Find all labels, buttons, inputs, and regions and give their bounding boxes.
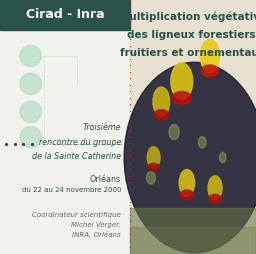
Ellipse shape (209, 194, 221, 203)
Circle shape (20, 126, 41, 148)
Ellipse shape (179, 170, 195, 196)
Ellipse shape (201, 65, 219, 76)
Text: Troisième: Troisième (83, 123, 121, 132)
Ellipse shape (200, 39, 219, 72)
Ellipse shape (147, 147, 160, 168)
Ellipse shape (180, 190, 194, 200)
Text: Orléans: Orléans (90, 174, 121, 184)
Text: Coordinateur scientifique: Coordinateur scientifique (32, 212, 121, 218)
Ellipse shape (219, 152, 226, 163)
Text: Multiplication végétative: Multiplication végétative (119, 11, 256, 22)
Text: fruitiers et ornementaux: fruitiers et ornementaux (120, 48, 256, 58)
Ellipse shape (153, 87, 169, 116)
Circle shape (20, 73, 41, 94)
Ellipse shape (169, 124, 179, 140)
Ellipse shape (154, 110, 169, 120)
Ellipse shape (198, 136, 206, 148)
Bar (0, 0, 130, 30)
Bar (130, 0, 256, 254)
Ellipse shape (171, 63, 193, 100)
Ellipse shape (172, 91, 191, 104)
Circle shape (20, 45, 41, 67)
Text: du 22 au 24 novembre 2000: du 22 au 24 novembre 2000 (22, 187, 121, 193)
Text: INRA, Orléans: INRA, Orléans (72, 231, 121, 239)
Ellipse shape (148, 163, 159, 171)
Bar (56, 65, 82, 81)
Ellipse shape (146, 171, 155, 184)
Text: Michel Verger,: Michel Verger, (71, 222, 121, 228)
Text: de la Sainte Catherine: de la Sainte Catherine (32, 152, 121, 162)
Circle shape (20, 101, 41, 122)
Text: des ligneux forestiers,: des ligneux forestiers, (127, 30, 256, 40)
Bar (130, 227, 256, 254)
Text: Cirad - Inra: Cirad - Inra (26, 8, 104, 22)
Text: rencontre du groupe: rencontre du groupe (39, 138, 121, 147)
Ellipse shape (124, 62, 256, 253)
Ellipse shape (208, 176, 222, 200)
Bar (130, 208, 256, 254)
